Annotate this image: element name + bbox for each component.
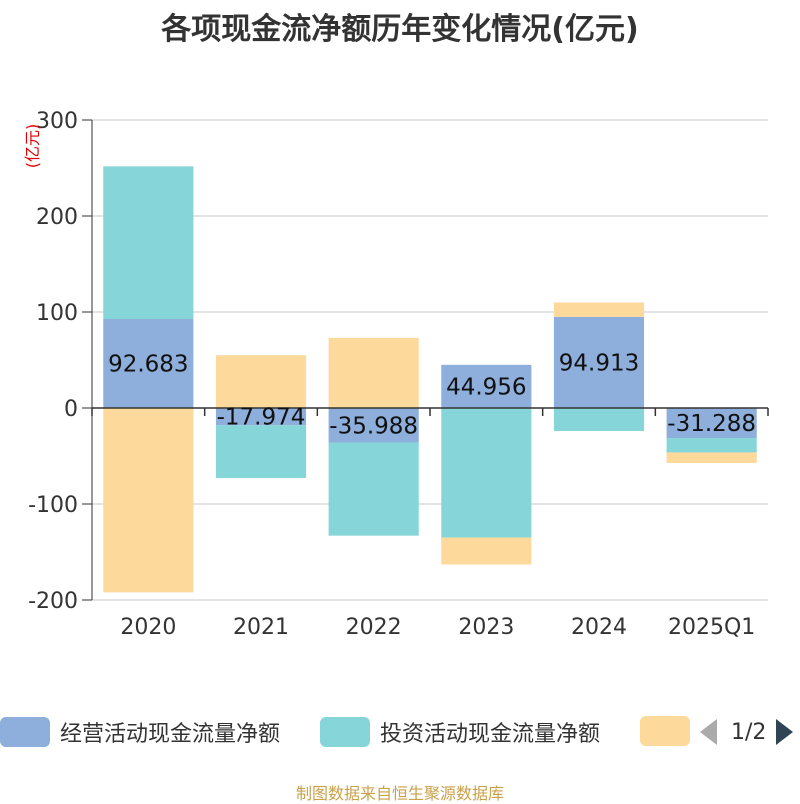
x-tick-label: 2022 [346,615,402,640]
bar-investing [103,166,194,320]
legend-label-operating: 经营活动现金流量净额 [60,722,281,747]
bar-investing [666,438,757,453]
bar-operating [103,319,194,408]
legend-pager: 1/2 [700,719,794,745]
bar-investing [441,408,532,538]
x-tick-label: 2025Q1 [668,615,755,640]
data-label: -35.988 [329,413,418,439]
x-tick-label: 2023 [458,615,514,640]
bar-operating [553,316,645,408]
bar-investing [328,442,419,536]
data-label: 94.913 [559,350,639,376]
x-tick-label: 2020 [120,615,176,640]
bar-financing [103,408,194,593]
x-tick-label: 2024 [571,615,627,640]
legend-item-financing[interactable] [640,716,690,746]
y-tick-label: 0 [64,397,78,422]
pager-page-text: 1/2 [731,719,767,745]
legend-swatch-operating [0,717,50,747]
bar-financing [215,355,307,408]
legend-swatch-investing [320,717,370,747]
pager-next-icon[interactable] [776,719,794,745]
y-tick-label: 100 [36,301,78,326]
data-label: -31.288 [667,411,756,437]
y-tick-label: 300 [36,109,78,134]
chart-title: 各项现金流净额历年变化情况(亿元) [161,12,639,47]
y-tick-label: -200 [28,589,78,614]
bar-operating [441,364,532,408]
bar-operating [666,408,757,439]
legend: 经营活动现金流量净额 投资活动现金流量净额 [0,716,800,752]
bar-investing [553,408,645,432]
y-tick-label: -100 [28,493,78,518]
data-label: 92.683 [108,352,188,378]
bar-operating [215,408,307,426]
legend-swatch-financing [640,716,690,746]
data-label: -17.974 [217,405,306,431]
y-tick-label: 200 [36,205,78,230]
bar-financing [666,452,757,463]
chart-canvas: 300 200 100 0 -100 -200 (亿元) 92.683 -17.974 -35.9… [23,109,769,640]
bar-financing [441,537,532,565]
x-tick-label: 2021 [233,615,289,640]
bar-operating [328,408,419,443]
legend-label-investing: 投资活动现金流量净额 [380,722,601,747]
bar-financing [553,302,645,317]
bar-financing [328,337,419,408]
legend-item-operating[interactable]: 经营活动现金流量净额 [0,716,280,748]
bar-investing [215,425,307,479]
data-label: 44.956 [446,374,526,400]
legend-item-investing[interactable]: 投资活动现金流量净额 [320,716,600,748]
pager-prev-icon[interactable] [700,719,717,745]
y-axis-label: (亿元) [23,124,42,169]
source-note: 制图数据来自恒生聚源数据库 [295,784,504,803]
